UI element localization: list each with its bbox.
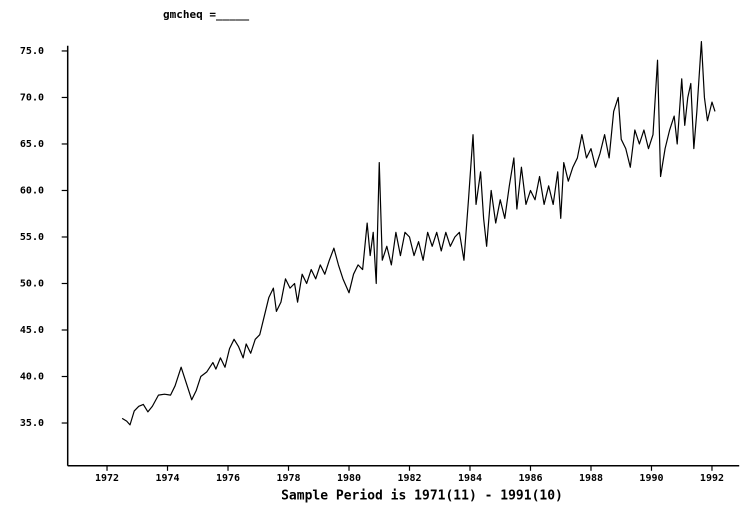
y-tick-label: 45.0 — [20, 325, 44, 336]
y-tick-label: 35.0 — [20, 418, 44, 429]
x-tick-label: 1986 — [518, 473, 542, 484]
y-tick-label: 60.0 — [20, 185, 44, 196]
x-tick-label: 1972 — [95, 473, 119, 484]
x-tick-label: 1988 — [579, 473, 603, 484]
x-tick-label: 1982 — [397, 473, 421, 484]
x-tick-label: 1976 — [216, 473, 240, 484]
y-tick-label: 70.0 — [20, 92, 44, 103]
x-axis-label: Sample Period is 1971(11) - 1991(10) — [281, 489, 563, 504]
x-tick-label: 1980 — [337, 473, 361, 484]
y-tick-label: 75.0 — [20, 46, 44, 57]
series-line — [121, 41, 716, 426]
y-tick-label: 55.0 — [20, 232, 44, 243]
x-tick-label: 1984 — [458, 473, 482, 484]
x-tick-label: 1974 — [155, 473, 179, 484]
chart-title: gmcheq =_____ — [163, 8, 249, 21]
y-tick-label: 50.0 — [20, 278, 44, 289]
x-tick-label: 1990 — [639, 473, 663, 484]
x-tick-label: 1992 — [700, 473, 724, 484]
x-tick-label: 1978 — [276, 473, 300, 484]
y-tick-label: 65.0 — [20, 139, 44, 150]
y-tick-label: 40.0 — [20, 372, 44, 383]
